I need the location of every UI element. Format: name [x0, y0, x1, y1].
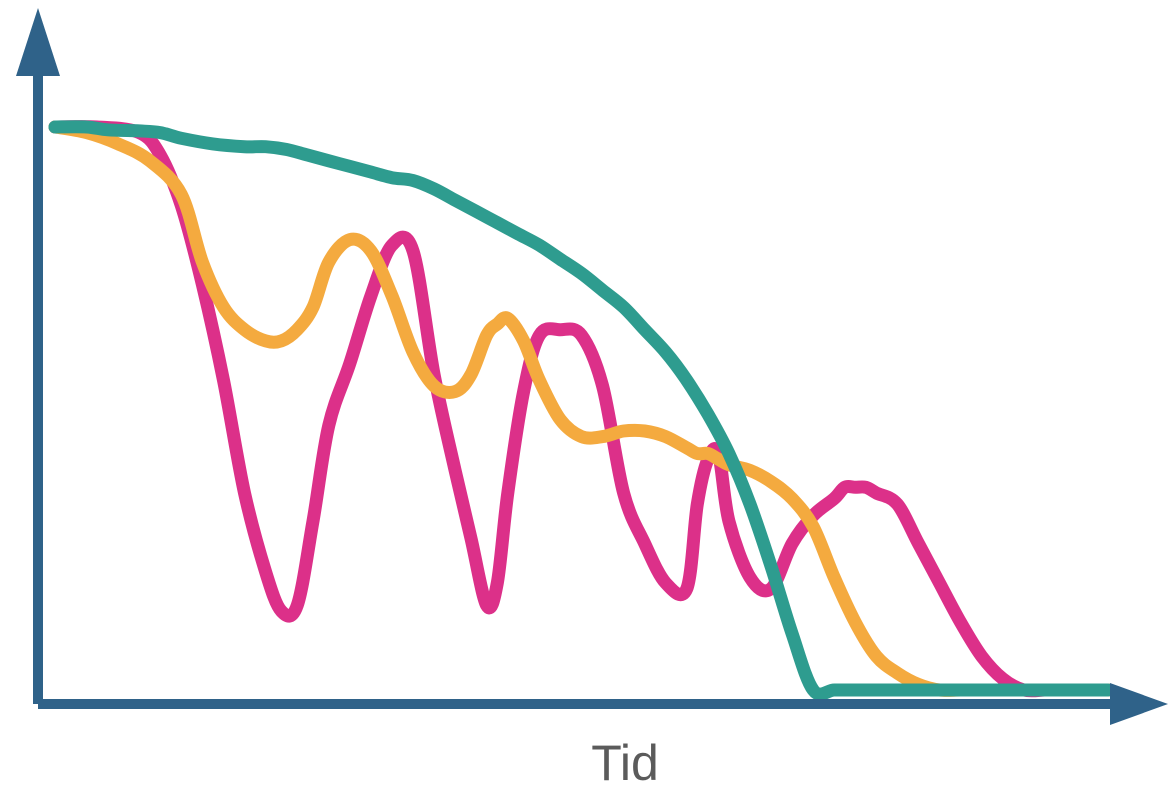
- series-line-pink: [48, 120, 1115, 698]
- y-axis-arrow-icon: [16, 8, 60, 76]
- x-axis-arrow-icon: [1110, 683, 1168, 725]
- series-layer: [48, 120, 1115, 701]
- x-axis-label: Tid: [591, 735, 659, 791]
- series-line-teal: [48, 120, 1115, 701]
- axes: [16, 8, 1168, 725]
